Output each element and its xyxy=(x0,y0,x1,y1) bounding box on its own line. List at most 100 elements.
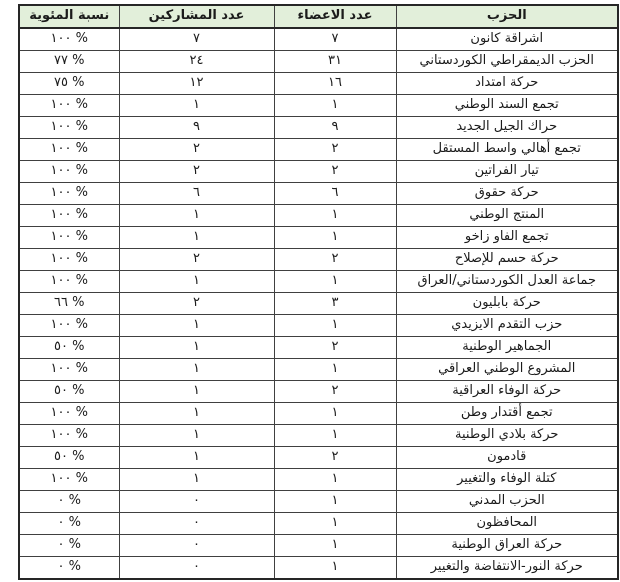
members-count-cell: ٢ xyxy=(273,336,397,359)
members-count-cell: ١ xyxy=(273,402,397,425)
percentage-cell: ١٠٠ % xyxy=(18,424,120,447)
table-row: المنتج الوطني ١ ١ ١٠٠ % xyxy=(18,204,619,227)
percentage-cell: ١٠٠ % xyxy=(18,182,120,205)
table-row: المشروع الوطني العراقي ١ ١ ١٠٠ % xyxy=(18,358,619,381)
party-cell: كتلة الوفاء والتغيير xyxy=(395,468,619,491)
table-row: قادمون ٢ ١ ٥٠ % xyxy=(18,446,619,469)
members-count-cell: ١ xyxy=(273,358,397,381)
table-row: تجمع السند الوطني ١ ١ ١٠٠ % xyxy=(18,94,619,117)
table-row: الحزب الديمقراطي الكوردستاني ٣١ ٢٤ ٧٧ % xyxy=(18,50,619,73)
participants-count-cell: ٩ xyxy=(118,116,275,139)
party-cell: المنتج الوطني xyxy=(395,204,619,227)
members-count-cell: ٢ xyxy=(273,446,397,469)
percentage-cell: ٥٠ % xyxy=(18,336,120,359)
party-cell: حركة النور-الانتفاضة والتغيير xyxy=(395,556,619,580)
percentage-cell: ٥٠ % xyxy=(18,446,120,469)
participants-count-cell: ٠ xyxy=(118,490,275,513)
participants-count-cell: ٢ xyxy=(118,292,275,315)
party-cell: تجمع السند الوطني xyxy=(395,94,619,117)
party-cell: المشروع الوطني العراقي xyxy=(395,358,619,381)
members-count-cell: ١ xyxy=(273,468,397,491)
percentage-cell: ٠ % xyxy=(18,534,120,557)
party-cell: الحزب المدني xyxy=(395,490,619,513)
members-count-cell: ٩ xyxy=(273,116,397,139)
members-count-cell: ١ xyxy=(273,314,397,337)
members-count-cell: ٢ xyxy=(273,138,397,161)
members-count-cell: ١ xyxy=(273,226,397,249)
table-row: كتلة الوفاء والتغيير ١ ١ ١٠٠ % xyxy=(18,468,619,491)
table-row: تجمع الفاو زاخو ١ ١ ١٠٠ % xyxy=(18,226,619,249)
party-cell: جماعة العدل الكوردستاني/العراق xyxy=(395,270,619,293)
party-cell: حراك الجيل الجديد xyxy=(395,116,619,139)
percentage-cell: ١٠٠ % xyxy=(18,94,120,117)
percentage-cell: ٦٦ % xyxy=(18,292,120,315)
percentage-cell: ١٠٠ % xyxy=(18,270,120,293)
table-row: حركة الوفاء العراقية ٢ ١ ٥٠ % xyxy=(18,380,619,403)
participants-count-cell: ٠ xyxy=(118,556,275,580)
participants-count-cell: ١ xyxy=(118,402,275,425)
parties-table: الحزب عدد الاعضاء عدد المشاركين نسبة الم… xyxy=(18,4,619,580)
table-body: اشراقة كانون ٧ ٧ ١٠٠ % الحزب الديمقراطي الكو… xyxy=(18,27,619,580)
participants-count-cell: ٧ xyxy=(118,27,275,51)
table-row: جماعة العدل الكوردستاني/العراق ١ ١ ١٠٠ % xyxy=(18,270,619,293)
table-row: الجماهير الوطنية ٢ ١ ٥٠ % xyxy=(18,336,619,359)
percentage-cell: ١٠٠ % xyxy=(18,468,120,491)
party-cell: اشراقة كانون xyxy=(395,27,619,51)
percentage-cell: ٠ % xyxy=(18,556,120,580)
party-cell: حركة امتداد xyxy=(395,72,619,95)
table-row: الحزب المدني ١ ٠ ٠ % xyxy=(18,490,619,513)
members-count-cell: ١ xyxy=(273,556,397,580)
table-row: حراك الجيل الجديد ٩ ٩ ١٠٠ % xyxy=(18,116,619,139)
participants-count-cell: ٢٤ xyxy=(118,50,275,73)
participants-count-cell: ١ xyxy=(118,270,275,293)
members-count-cell: ٢ xyxy=(273,160,397,183)
percentage-cell: ٠ % xyxy=(18,490,120,513)
party-cell: حركة العراق الوطنية xyxy=(395,534,619,557)
header-members-count: عدد الاعضاء xyxy=(273,4,397,29)
percentage-cell: ١٠٠ % xyxy=(18,314,120,337)
participants-count-cell: ١٢ xyxy=(118,72,275,95)
members-count-cell: ٢ xyxy=(273,380,397,403)
percentage-cell: ١٠٠ % xyxy=(18,204,120,227)
percentage-cell: ١٠٠ % xyxy=(18,402,120,425)
party-cell: حركة بابليون xyxy=(395,292,619,315)
members-count-cell: ١ xyxy=(273,534,397,557)
party-cell: تجمع أهالي واسط المستقل xyxy=(395,138,619,161)
party-cell: حركة بلادي الوطنية xyxy=(395,424,619,447)
members-count-cell: ٣ xyxy=(273,292,397,315)
percentage-cell: ١٠٠ % xyxy=(18,138,120,161)
party-cell: تجمع الفاو زاخو xyxy=(395,226,619,249)
table-row: حركة بابليون ٣ ٢ ٦٦ % xyxy=(18,292,619,315)
table-row: حركة حسم للإصلاح ٢ ٢ ١٠٠ % xyxy=(18,248,619,271)
table-header: الحزب عدد الاعضاء عدد المشاركين نسبة الم… xyxy=(18,4,619,29)
participants-count-cell: ١ xyxy=(118,336,275,359)
table-row: حركة حقوق ٦ ٦ ١٠٠ % xyxy=(18,182,619,205)
party-cell: الحزب الديمقراطي الكوردستاني xyxy=(395,50,619,73)
header-party: الحزب xyxy=(395,4,619,29)
percentage-cell: ١٠٠ % xyxy=(18,358,120,381)
table-row: حركة النور-الانتفاضة والتغيير ١ ٠ ٠ % xyxy=(18,556,619,580)
header-row: الحزب عدد الاعضاء عدد المشاركين نسبة الم… xyxy=(18,4,619,29)
members-count-cell: ٢ xyxy=(273,248,397,271)
percentage-cell: ٥٠ % xyxy=(18,380,120,403)
party-cell: قادمون xyxy=(395,446,619,469)
participants-count-cell: ١ xyxy=(118,424,275,447)
participants-count-cell: ٠ xyxy=(118,512,275,535)
party-cell: تجمع أقتدار وطن xyxy=(395,402,619,425)
table-row: حزب التقدم الايزيدي ١ ١ ١٠٠ % xyxy=(18,314,619,337)
members-count-cell: ١ xyxy=(273,490,397,513)
participants-count-cell: ١ xyxy=(118,204,275,227)
participants-count-cell: ١ xyxy=(118,314,275,337)
participants-count-cell: ١ xyxy=(118,446,275,469)
members-count-cell: ٣١ xyxy=(273,50,397,73)
percentage-cell: ١٠٠ % xyxy=(18,116,120,139)
table-row: المحافظون ١ ٠ ٠ % xyxy=(18,512,619,535)
table-row: تيار الفراتين ٢ ٢ ١٠٠ % xyxy=(18,160,619,183)
participants-count-cell: ٢ xyxy=(118,160,275,183)
participants-count-cell: ١ xyxy=(118,358,275,381)
table-row: اشراقة كانون ٧ ٧ ١٠٠ % xyxy=(18,27,619,51)
participants-count-cell: ٠ xyxy=(118,534,275,557)
header-percentage: نسبة المئوية xyxy=(18,4,120,29)
percentage-cell: ١٠٠ % xyxy=(18,27,120,51)
